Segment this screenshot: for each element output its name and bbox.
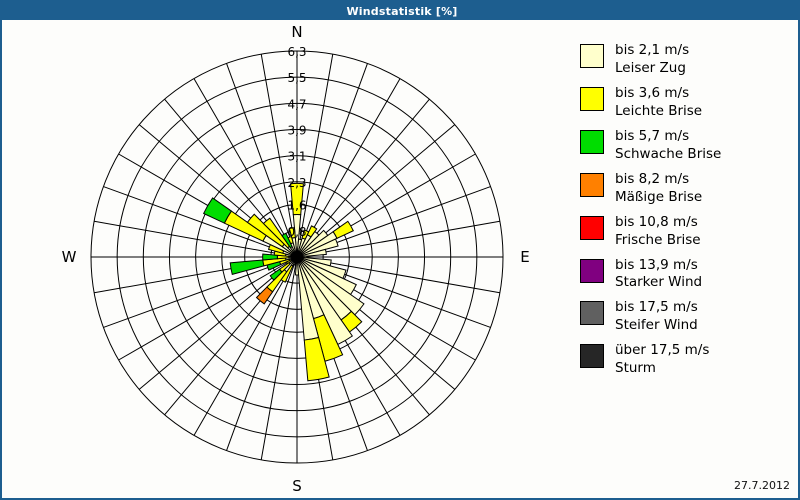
axis-labels: 0,8 1,6 2,3 3,1 3,9 4,7 5,5 6,3 N E S W <box>62 23 530 495</box>
legend-color-swatch <box>580 86 604 111</box>
radial-tick-label: 1,6 <box>287 199 306 213</box>
legend-beaufort-name: Leichte Brise <box>615 102 703 119</box>
legend-label: bis 10,8 m/s Frische Brise <box>615 214 701 250</box>
legend-speed-range: bis 13,9 m/s <box>615 256 698 273</box>
legend-label: bis 13,9 m/s Starker Wind <box>615 257 702 293</box>
legend-label: bis 17,5 m/s Steifer Wind <box>615 299 698 335</box>
legend-beaufort-name: Steifer Wind <box>615 317 698 334</box>
grid-spoke <box>296 54 334 258</box>
compass-label-e: E <box>520 248 529 266</box>
date-stamp: 27.7.2012 <box>734 479 790 492</box>
grid-spoke <box>138 256 298 390</box>
legend-beaufort-name: Leiser Zug <box>615 59 686 76</box>
legend-item: über 17,5 m/s Sturm <box>580 342 795 378</box>
legend-item: bis 3,6 m/s Leichte Brise <box>580 85 795 121</box>
radial-tick-label: 3,1 <box>287 150 306 164</box>
legend-color-swatch <box>580 344 604 369</box>
radial-tick-label: 3,9 <box>287 123 306 137</box>
grid-spoke <box>118 256 298 361</box>
radial-tick-label: 6,3 <box>287 45 306 59</box>
grid-spoke <box>296 63 368 258</box>
grid-spoke <box>260 54 298 258</box>
legend-beaufort-name: Starker Wind <box>615 274 703 291</box>
legend-item: bis 5,7 m/s Schwache Brise <box>580 128 795 164</box>
legend-speed-range: über 17,5 m/s <box>615 342 710 359</box>
legend-speed-range: bis 3,6 m/s <box>615 84 690 101</box>
legend-item: bis 8,2 m/s Mäßige Brise <box>580 171 795 207</box>
legend-item: bis 2,1 m/s Leiser Zug <box>580 42 795 78</box>
legend-color-swatch <box>580 172 604 197</box>
wind-rose-segment[interactable] <box>303 336 330 382</box>
legend-speed-range: bis 5,7 m/s <box>615 127 690 144</box>
legend-beaufort-name: Sturm <box>615 360 656 377</box>
grid-spoke <box>193 78 298 258</box>
legend-beaufort-name: Schwache Brise <box>615 145 722 162</box>
wind-rose-segment[interactable] <box>288 227 296 239</box>
grid-spoke <box>193 256 298 436</box>
legend-item: bis 10,8 m/s Frische Brise <box>580 214 795 250</box>
legend-label: bis 3,6 m/s Leichte Brise <box>615 85 702 121</box>
grid-spoke <box>260 256 298 460</box>
legend-color-swatch <box>580 301 604 326</box>
wind-rose-plot: 0,8 1,6 2,3 3,1 3,9 4,7 5,5 6,3 N E S W <box>2 20 562 500</box>
grid-spoke <box>226 256 298 451</box>
legend-label: bis 2,1 m/s Leiser Zug <box>615 42 689 78</box>
grid-spoke <box>103 186 298 258</box>
radial-tick-label: 5,5 <box>287 71 306 85</box>
window-title: Windstatistik [%] <box>346 4 458 18</box>
grid-spoke <box>296 220 500 258</box>
legend-color-swatch <box>580 44 604 68</box>
legend-beaufort-name: Mäßige Brise <box>615 188 703 205</box>
legend-label: über 17,5 m/s Sturm <box>615 342 709 378</box>
legend-label: bis 5,7 m/s Schwache Brise <box>615 128 721 164</box>
radial-tick-label: 0,8 <box>287 225 306 239</box>
legend-item: bis 17,5 m/s Steifer Wind <box>580 299 795 335</box>
legend-speed-range: bis 2,1 m/s <box>615 42 690 58</box>
legend-color-swatch <box>580 129 604 154</box>
wind-rose-segment[interactable] <box>290 182 304 216</box>
grid-spoke <box>94 220 298 258</box>
wind-rose-segment[interactable] <box>332 220 354 240</box>
legend-color-swatch <box>580 215 604 240</box>
grid-spoke <box>296 98 430 258</box>
grid-spoke <box>226 63 298 258</box>
legend-item: bis 13,9 m/s Starker Wind <box>580 257 795 293</box>
legend-speed-range: bis 10,8 m/s <box>615 213 698 230</box>
legend: bis 2,1 m/s Leiser Zug bis 3,6 m/s Leichte … <box>580 42 795 385</box>
grid-spoke <box>103 256 298 328</box>
legend-beaufort-name: Frische Brise <box>615 231 701 248</box>
window-titlebar: Windstatistik [%] <box>2 2 800 20</box>
wind-rose-svg: 0,8 1,6 2,3 3,1 3,9 4,7 5,5 6,3 N E S W <box>62 23 530 495</box>
legend-label: bis 8,2 m/s Mäßige Brise <box>615 171 702 207</box>
wind-rose-petals <box>202 182 365 382</box>
legend-speed-range: bis 17,5 m/s <box>615 299 698 316</box>
wind-rose-segment[interactable] <box>202 197 233 224</box>
compass-label-n: N <box>291 23 302 41</box>
radial-tick-label: 2,3 <box>287 176 306 190</box>
compass-label-w: W <box>62 248 77 266</box>
legend-speed-range: bis 8,2 m/s <box>615 170 690 187</box>
radial-tick-label: 4,7 <box>287 97 306 111</box>
compass-label-s: S <box>292 477 302 495</box>
wind-rose-segment[interactable] <box>255 286 274 305</box>
wind-rose-segment[interactable] <box>269 268 283 281</box>
legend-color-swatch <box>580 258 604 283</box>
